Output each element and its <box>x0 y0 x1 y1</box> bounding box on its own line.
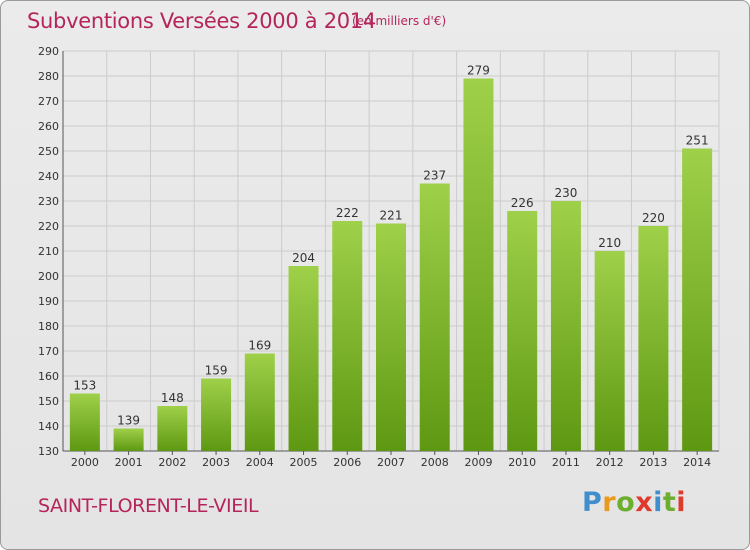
data-label: 220 <box>642 211 665 225</box>
bar-2013 <box>638 226 669 451</box>
y-tick-label: 210 <box>38 245 59 258</box>
x-tick-label: 2000 <box>71 456 99 469</box>
x-tick-label: 2004 <box>246 456 274 469</box>
bars <box>69 78 713 451</box>
bar-2006 <box>332 221 363 451</box>
x-tick-label: 2006 <box>333 456 361 469</box>
bar-2008 <box>419 183 450 451</box>
logo-letter: t <box>662 487 677 518</box>
labels: 153 139 148 159 169 204 222 221 237 279 226 230 210 2… <box>73 64 708 428</box>
data-label: 139 <box>117 414 140 428</box>
data-label: 279 <box>467 64 490 78</box>
data-label: 237 <box>423 169 446 183</box>
x-tick-label: 2008 <box>421 456 449 469</box>
y-tick-label: 200 <box>38 270 59 283</box>
data-label: 148 <box>161 391 184 405</box>
logo-letter: o <box>616 487 636 518</box>
bar-2003 <box>201 378 232 451</box>
y-tick-label: 270 <box>38 95 59 108</box>
logo-letter: x <box>635 487 654 518</box>
x-tick-label: 2001 <box>115 456 143 469</box>
bar-2001 <box>113 428 144 451</box>
data-label: 221 <box>380 209 403 223</box>
y-tick-label: 220 <box>38 220 59 233</box>
x-tick-label: 2010 <box>508 456 536 469</box>
y-tick-label: 170 <box>38 345 59 358</box>
y-tick-label: 260 <box>38 120 59 133</box>
data-label: 226 <box>511 196 534 210</box>
y-tick-label: 190 <box>38 295 59 308</box>
y-tick-label: 280 <box>38 70 59 83</box>
y-tick-label: 140 <box>38 420 59 433</box>
x-tick-label: 2003 <box>202 456 230 469</box>
data-label: 204 <box>292 251 315 265</box>
logo-letter: P <box>582 487 603 518</box>
bar-2002 <box>157 406 188 451</box>
logo-letter: i <box>676 487 687 518</box>
x-tick-label: 2002 <box>158 456 186 469</box>
y-tick-label: 250 <box>38 145 59 158</box>
data-label: 222 <box>336 206 359 220</box>
bar-2004 <box>244 353 275 451</box>
logo-letter: i <box>653 487 663 518</box>
data-label: 251 <box>686 134 709 148</box>
y-tick-label: 290 <box>38 45 59 58</box>
y-tick-label: 230 <box>38 195 59 208</box>
data-label: 210 <box>598 236 621 250</box>
x-tick-label: 2014 <box>683 456 711 469</box>
proxiti-logo: Proxiti <box>582 487 686 518</box>
x-tick-label: 2012 <box>596 456 624 469</box>
y-tick-label: 180 <box>38 320 59 333</box>
city-name: SAINT-FLORENT-LE-VIEIL <box>38 495 259 517</box>
x-tick-label: 2011 <box>552 456 580 469</box>
y-tick-label: 130 <box>38 445 59 458</box>
bar-2012 <box>594 251 625 451</box>
chart-title: Subventions Versées 2000 à 2014 <box>27 9 376 33</box>
x-tick-label: 2007 <box>377 456 405 469</box>
y-tick-label: 240 <box>38 170 59 183</box>
bar-2007 <box>376 223 406 451</box>
y-tick-label: 150 <box>38 395 59 408</box>
y-tick-label: 160 <box>38 370 59 383</box>
data-label: 159 <box>205 364 228 378</box>
x-tick-label: 2009 <box>464 456 492 469</box>
bar-2009 <box>463 78 494 451</box>
bar-2005 <box>288 266 319 451</box>
x-tick-label: 2005 <box>290 456 318 469</box>
x-tick-label: 2013 <box>639 456 667 469</box>
bar-2011 <box>550 201 581 451</box>
data-label: 169 <box>248 339 271 353</box>
axes: 130 140 150 160 170 180 190 200 210 220 230 240 250 2… <box>38 45 719 469</box>
data-label: 230 <box>554 186 577 200</box>
data-label: 153 <box>73 379 96 393</box>
bar-2000 <box>69 393 100 451</box>
chart-subtitle: (en milliers d'€) <box>352 14 447 28</box>
bar-2010 <box>507 211 538 451</box>
bar-2014 <box>682 148 713 451</box>
logo-letter: r <box>602 487 617 518</box>
